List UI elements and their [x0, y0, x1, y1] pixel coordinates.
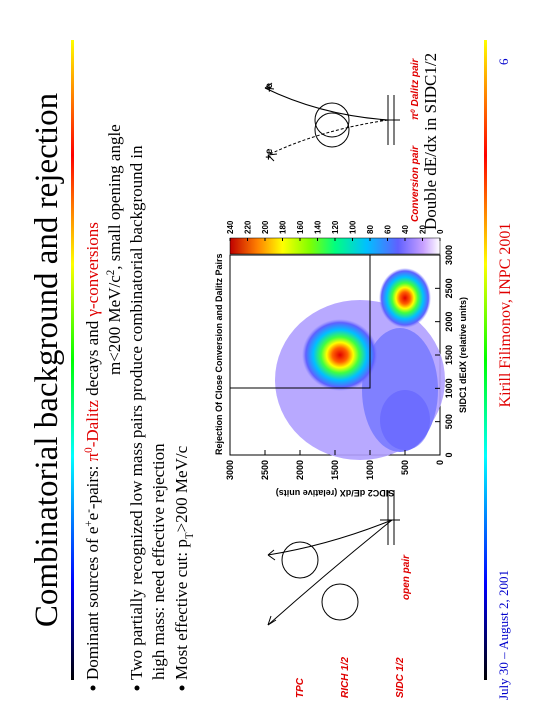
open-pair-label: open pair — [401, 554, 412, 600]
colorbar-label: 120 — [331, 220, 340, 234]
detector-label: SIDC 1/2 — [395, 657, 406, 698]
caption: Double dE/dx in SIDC1/2 — [421, 53, 440, 230]
colorbar-label: 240 — [226, 220, 235, 234]
text-run: Dominant sources of e — [83, 527, 102, 680]
y-tick-label: 1000 — [365, 460, 375, 480]
y-tick-label: 2000 — [295, 460, 305, 480]
footer-date: July 30 – August 2, 2001 — [496, 570, 511, 700]
text-run: e — [83, 513, 102, 521]
y-tick-label: 0 — [435, 460, 445, 465]
text-run: T — [184, 532, 196, 539]
rule-top — [71, 40, 74, 680]
axes: 0500100015002000250030000500100015002000… — [225, 220, 454, 480]
text-run: decays and — [83, 317, 102, 401]
colorbar-label: 100 — [349, 220, 358, 234]
text-run: m<200 MeV/c — [105, 275, 124, 375]
colorbar-label: 40 — [401, 225, 410, 234]
bullet-dot — [90, 685, 96, 691]
minus-label: -e — [264, 83, 275, 92]
text-run: π — [410, 112, 421, 120]
text-run: + — [83, 520, 95, 526]
x-label: SIDC1 dEdX (relative units) — [458, 297, 468, 413]
x-tick-label: 0 — [444, 452, 454, 457]
x-tick-label: 2000 — [444, 312, 454, 332]
text-run: >200 MeV/c — [172, 445, 191, 532]
text-run: π — [83, 452, 102, 461]
bullet-line: Two partially recognized low mass pairs … — [127, 145, 146, 680]
rule-bottom — [484, 40, 487, 680]
dalitz-label: π0 Dalitz pair — [410, 58, 422, 120]
heatmap — [229, 237, 445, 460]
text-run: , small opening angle — [105, 124, 124, 269]
conversion-label: Conversion pair — [410, 145, 421, 222]
text-run: Most effective cut: p — [172, 539, 191, 680]
detector-label: TPC — [295, 677, 306, 698]
colorbar-label: 60 — [384, 225, 393, 234]
y-tick-label: 3000 — [225, 460, 235, 480]
colorbar-label: 0 — [436, 229, 445, 234]
y-tick-label: 1500 — [330, 460, 340, 480]
colorbar-label: 20 — [419, 225, 428, 234]
figure-title: Rejection Of Close Conversion and Dalitz… — [214, 253, 224, 455]
x-tick-label: 2500 — [444, 278, 454, 298]
bullet-dot — [179, 685, 185, 691]
bullet-line: Most effective cut: pT>200 MeV/c — [172, 445, 196, 680]
y-label: SIDC2 dE/dX (relative units) — [276, 488, 395, 498]
bullet-dot — [134, 685, 140, 691]
text-run: 0 — [83, 447, 95, 453]
y-tick-label: 2500 — [260, 460, 270, 480]
conversion-diagram — [264, 82, 400, 162]
colorbar-label: 80 — [366, 225, 375, 234]
x-tick-label: 500 — [444, 414, 454, 429]
text-run: 2 — [105, 270, 117, 276]
y-tick-label: 500 — [400, 460, 410, 475]
open-pair-diagram — [267, 490, 400, 626]
colorbar-label: 220 — [244, 220, 253, 234]
text-run: Dalitz pair — [410, 58, 421, 110]
colorbar-label: 160 — [296, 220, 305, 234]
text-run: high mass: need effective rejection — [149, 443, 168, 680]
text-run: -Dalitz — [83, 400, 102, 448]
text-run: γ-conversions — [83, 222, 102, 317]
text-run: 0 — [410, 109, 417, 113]
x-tick-label: 3000 — [444, 245, 454, 265]
x-tick-label: 1000 — [444, 378, 454, 398]
footer-author: Kirill Filimonov, INPC 2001 — [497, 223, 514, 408]
bullet-line: high mass: need effective rejection — [149, 443, 168, 680]
text-run: Two partially recognized low mass pairs … — [127, 145, 146, 680]
bullet-line: Dominant sources of e+e--pairs: π0-Dalit… — [83, 222, 102, 680]
detector-label: RICH 1/2 — [340, 656, 351, 698]
left-labels: TPC RICH 1/2 SIDC 1/2 — [295, 656, 406, 698]
x-tick-label: 1500 — [444, 345, 454, 365]
title: Combinatorial background and rejection — [29, 93, 65, 627]
footer-page: 6 — [496, 58, 511, 65]
bullets: Dominant sources of e+e--pairs: π0-Dalit… — [83, 124, 196, 691]
colorbar-label: 200 — [261, 220, 270, 234]
text-run: -pairs: — [83, 461, 102, 509]
text-run: - — [83, 509, 95, 513]
colorbar-label: 140 — [314, 220, 323, 234]
colorbar-label: 180 — [279, 220, 288, 234]
bullet-line: m<200 MeV/c2, small opening angle — [105, 124, 124, 375]
plus-label: +e — [264, 148, 275, 160]
